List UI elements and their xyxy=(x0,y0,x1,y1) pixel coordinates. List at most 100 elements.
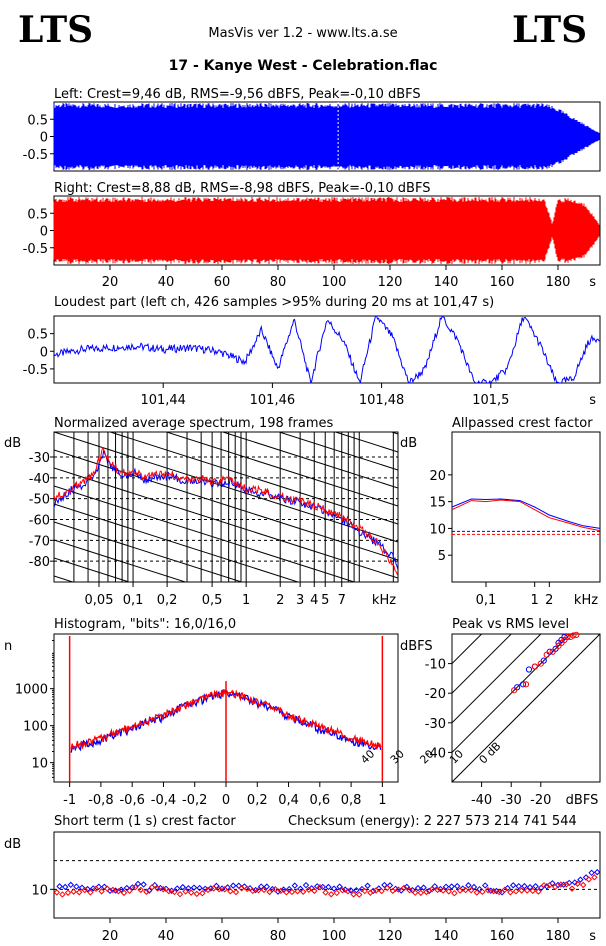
peak-vs-rms-point-left xyxy=(525,666,533,673)
short-term-crest-point-left xyxy=(504,884,511,892)
short-term-crest-point-right xyxy=(456,887,464,894)
short-term-crest-point-left xyxy=(229,882,237,889)
short-term-crest-point-left xyxy=(151,881,159,889)
short-term-crest-xtick-label: 100 xyxy=(322,929,347,944)
right-waveform-xunit: s xyxy=(589,275,596,290)
short-term-crest-point-right xyxy=(199,890,206,897)
peak-vs-rms-xtick-label: -40 xyxy=(471,793,492,808)
short-term-crest-point-left xyxy=(61,883,69,891)
short-term-crest-point-right xyxy=(557,881,565,888)
peak-vs-rms-ytick-label: -40 xyxy=(425,746,446,761)
left-waveform-ytick-label: 0 xyxy=(40,131,48,146)
short-term-crest-point-right xyxy=(339,887,346,894)
loudest-part-line xyxy=(54,316,600,383)
short-term-crest-point-left xyxy=(431,883,439,890)
short-term-crest-point-right xyxy=(406,887,413,894)
short-term-crest-point-right xyxy=(322,889,329,896)
short-term-crest-xtick-label: 40 xyxy=(158,929,175,944)
histogram-xtick-label: 0,2 xyxy=(247,793,268,808)
short-term-crest-point-right xyxy=(400,884,408,892)
histogram-xtick-label: 0,8 xyxy=(341,793,362,808)
short-term-crest-point-left xyxy=(173,885,181,892)
short-term-crest-point-left xyxy=(56,883,63,890)
short-term-crest-point-right xyxy=(115,888,122,895)
peak-vs-rms-ytick-label: -10 xyxy=(425,658,446,673)
allpassed-crest-xunit: kHz xyxy=(574,593,598,608)
short-term-crest-title: Short term (1 s) crest factor xyxy=(54,814,236,829)
short-term-crest-point-right xyxy=(249,887,257,895)
loudest-part-ytick-label: 0 xyxy=(40,345,48,360)
short-term-crest-point-right xyxy=(299,888,307,895)
short-term-crest-point-left xyxy=(196,884,203,892)
short-term-crest-point-right xyxy=(215,886,223,893)
short-term-crest-point-right xyxy=(467,887,475,894)
short-term-crest-point-right xyxy=(423,888,430,896)
short-term-crest-point-left xyxy=(330,885,338,892)
avg-spectrum-xtick-label: 5 xyxy=(321,593,329,608)
short-term-crest-point-left xyxy=(515,882,523,890)
short-term-crest-point-right xyxy=(176,890,184,898)
short-term-crest-point-right xyxy=(131,883,139,891)
avg-spectrum-xtick-label: 2 xyxy=(276,593,284,608)
loudest-part-ytick-label: 0.5 xyxy=(27,328,48,343)
peak-vs-rms-point-right xyxy=(570,632,577,639)
short-term-crest-point-left xyxy=(554,881,562,889)
short-term-crest-point-right xyxy=(507,889,514,896)
short-term-crest-point-left xyxy=(101,883,108,890)
logo-left: LTS xyxy=(18,9,94,51)
avg-spectrum-ytick-label: -60 xyxy=(29,514,50,529)
short-term-crest-xtick-label: 160 xyxy=(490,929,515,944)
short-term-crest-point-left xyxy=(565,879,573,887)
short-term-crest-point-left xyxy=(582,874,590,881)
right-waveform-xtick-label: 160 xyxy=(490,275,515,290)
short-term-crest-point-left xyxy=(381,881,388,889)
right-waveform-ytick-label: 0.5 xyxy=(27,207,48,222)
short-term-crest-point-right xyxy=(64,889,72,896)
peak-vs-rms-crest-diagonal xyxy=(452,634,482,665)
avg-spectrum-series-right xyxy=(54,446,398,577)
short-term-crest-point-right xyxy=(523,887,531,894)
short-term-crest-point-right xyxy=(540,882,548,889)
loudest-part-xtick-label: 101,48 xyxy=(359,393,405,408)
loudest-part-xtick-label: 101,5 xyxy=(472,393,509,408)
right-waveform-xtick-label: 80 xyxy=(270,275,287,290)
short-term-crest-point-right xyxy=(137,886,145,894)
short-term-crest-point-right xyxy=(389,887,397,895)
right-waveform-xtick-label: 60 xyxy=(214,275,231,290)
short-term-crest-point-right xyxy=(148,884,156,891)
histogram-xtick-label: -0,6 xyxy=(119,793,144,808)
short-term-crest-point-left xyxy=(442,883,450,890)
short-term-crest-point-right xyxy=(120,889,128,897)
short-term-crest-point-right xyxy=(238,885,245,892)
peak-vs-rms-xlabel: dBFS xyxy=(566,793,599,808)
left-waveform-ytick-label: 0.5 xyxy=(27,113,48,128)
avg-spectrum-slope-line xyxy=(54,557,131,582)
short-term-crest-point-left xyxy=(336,883,343,890)
short-term-crest-point-right xyxy=(165,887,173,895)
avg-spectrum-slope-line xyxy=(54,485,356,582)
histogram-xtick-label: 0 xyxy=(222,793,230,808)
short-term-crest-point-right xyxy=(98,888,105,895)
peak-vs-rms-point-right xyxy=(567,633,574,641)
peak-vs-rms-point-left xyxy=(561,633,568,641)
right-waveform-xtick-label: 120 xyxy=(378,275,403,290)
short-term-crest-point-left xyxy=(257,883,265,890)
short-term-crest-point-left xyxy=(593,868,601,876)
short-term-crest-point-left xyxy=(179,883,187,891)
avg-spectrum-xtick-label: 4 xyxy=(310,593,318,608)
short-term-crest-point-left xyxy=(549,880,556,887)
avg-spectrum-xtick-label: 1 xyxy=(242,593,250,608)
avg-spectrum-title: Normalized average spectrum, 198 frames xyxy=(54,416,333,431)
short-term-crest-point-right xyxy=(171,888,178,896)
short-term-crest-point-right xyxy=(434,886,441,894)
short-term-crest-point-left xyxy=(263,883,271,890)
short-term-crest-point-left xyxy=(448,883,455,890)
short-term-crest-point-right xyxy=(546,881,553,889)
right-waveform-xtick-label: 20 xyxy=(102,275,119,290)
short-term-crest-xtick-label: 140 xyxy=(434,929,459,944)
peak-vs-rms-title: Peak vs RMS level xyxy=(452,617,569,632)
short-term-crest-point-right xyxy=(473,889,481,896)
short-term-crest-point-left xyxy=(291,882,299,889)
short-term-crest-point-right xyxy=(126,887,133,894)
